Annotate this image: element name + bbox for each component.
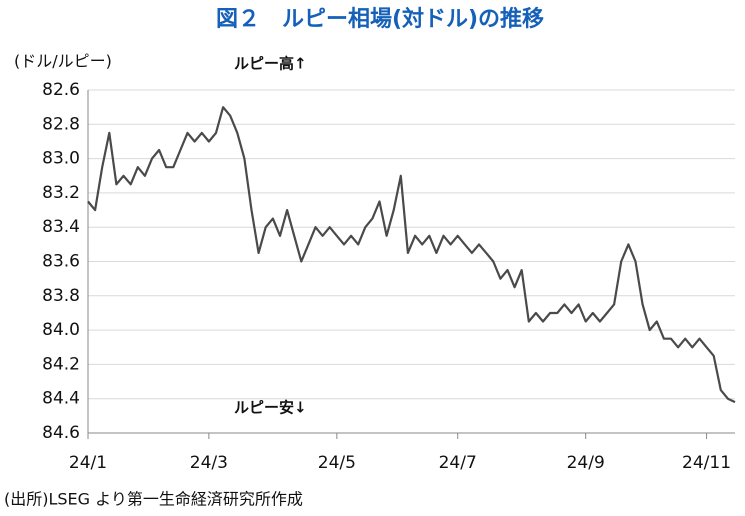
y-tick-label: 84.0: [42, 320, 80, 340]
y-tick-label: 84.6: [42, 423, 80, 443]
y-tick-label: 84.2: [42, 354, 80, 374]
y-tick-label: 83.4: [42, 217, 80, 237]
chart-title: 図２ ルピー相場(対ドル)の推移: [216, 6, 544, 32]
annotation: ルピー安↓: [234, 399, 307, 417]
y-tick-label: 84.4: [42, 389, 80, 409]
x-tick-label: 24/11: [682, 453, 731, 473]
x-tick-label: 24/9: [567, 453, 605, 473]
y-tick-label: 83.0: [42, 149, 80, 169]
y-tick-label: 82.8: [42, 114, 80, 134]
x-tick-label: 24/7: [439, 453, 477, 473]
line-series: [87, 106, 736, 404]
y-tick-label: 83.6: [42, 252, 80, 272]
source-note: (出所)LSEG より第一生命経済研究所作成: [4, 490, 303, 509]
x-tick-label: 24/1: [69, 453, 107, 473]
x-tick-label: 24/3: [190, 453, 228, 473]
y-tick-label: 82.6: [42, 80, 80, 100]
y-tick-label: 83.2: [42, 183, 80, 203]
y-tick-label: 83.8: [42, 286, 80, 306]
x-tick-label: 24/5: [318, 453, 356, 473]
y-axis-label: (ドル/ルピー): [14, 52, 112, 71]
annotation: ルピー高↑: [234, 55, 307, 73]
